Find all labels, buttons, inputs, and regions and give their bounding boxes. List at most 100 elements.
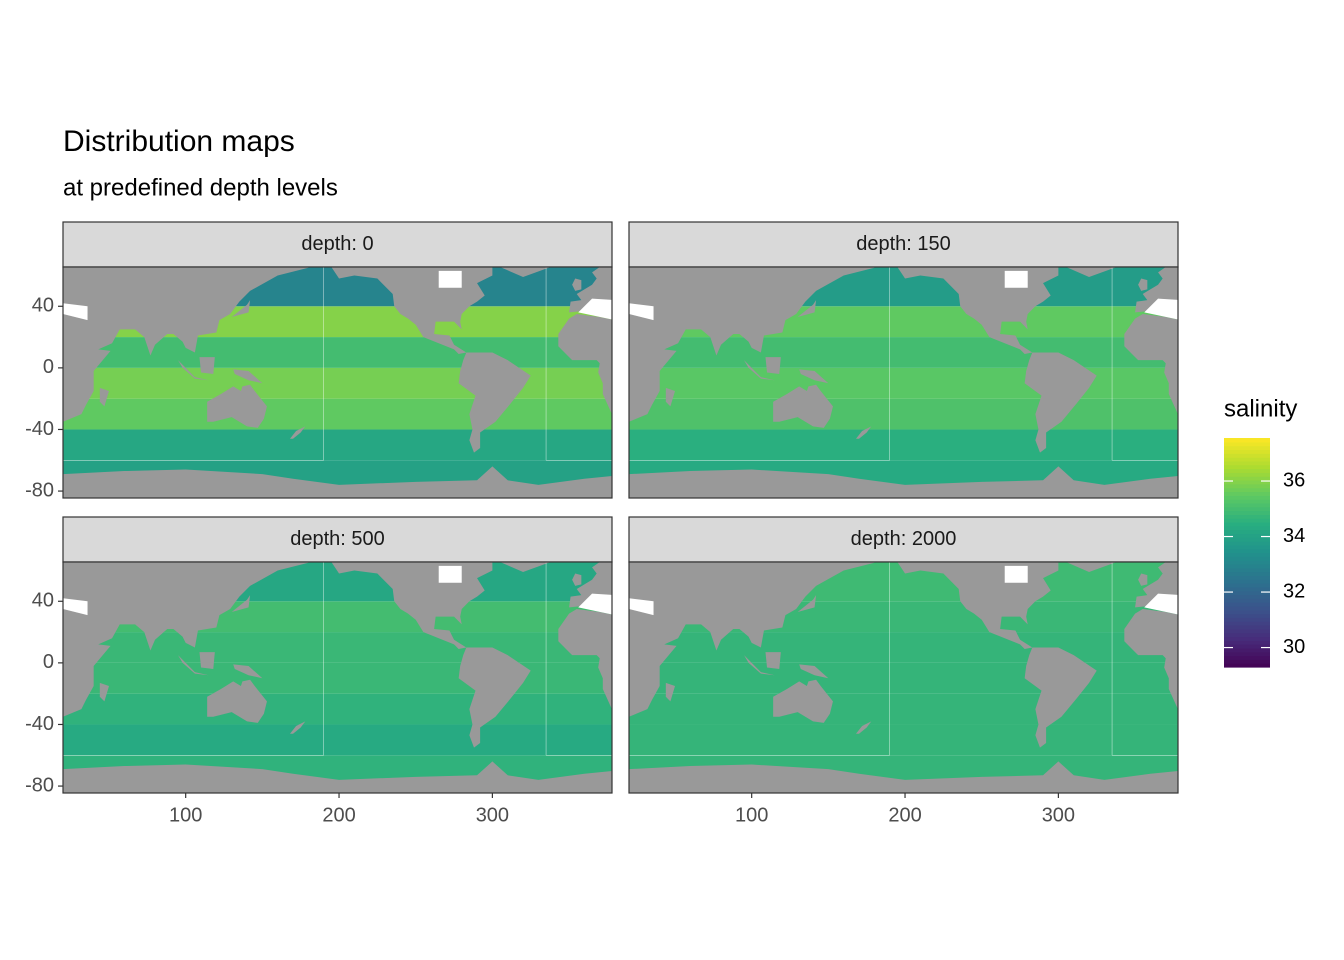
- colorbar-segment: [1224, 586, 1270, 592]
- salinity-band: [63, 632, 612, 663]
- colorbar-segment: [1224, 598, 1270, 603]
- strip: [62, 516, 613, 563]
- colorbar-segment: [1224, 613, 1270, 618]
- strip-label: depth: 500: [290, 528, 385, 550]
- colorbar-segment: [1224, 663, 1270, 668]
- colorbar-segment: [1224, 457, 1270, 462]
- colorbar-segment: [1224, 491, 1270, 496]
- x-tick-label: 200: [322, 804, 355, 826]
- colorbar-segment: [1224, 518, 1270, 523]
- legend-title: salinity: [1224, 395, 1297, 422]
- salinity-band: [629, 693, 1178, 725]
- colorbar-segment: [1224, 438, 1270, 443]
- x-tick-label: 200: [888, 804, 921, 826]
- strip-label: depth: 150: [856, 233, 951, 255]
- colorbar-segment: [1224, 521, 1270, 527]
- colorbar-segment: [1224, 479, 1270, 485]
- y-tick-label: 40: [32, 590, 54, 612]
- colorbar-segment: [1224, 609, 1270, 615]
- colorbar-segment: [1224, 483, 1270, 489]
- colorbar-segment: [1224, 552, 1270, 557]
- salinity-band: [629, 662, 1178, 694]
- legend-tick-label: 32: [1283, 580, 1305, 602]
- colorbar-segment: [1224, 636, 1270, 641]
- salinity-band: [63, 693, 612, 725]
- colorbar-segment: [1224, 548, 1270, 554]
- colorbar-segment: [1224, 453, 1270, 458]
- colorbar-segment: [1224, 655, 1270, 660]
- colorbar-segment: [1224, 529, 1270, 535]
- colorbar-segment: [1224, 659, 1270, 664]
- salinity-band: [629, 367, 1178, 399]
- colorbar-segment: [1224, 464, 1270, 470]
- salinity-band: [629, 429, 1178, 461]
- salinity-band: [63, 724, 612, 756]
- y-tick-label: -40: [25, 418, 54, 440]
- salinity-band: [63, 398, 612, 430]
- colorbar-segment: [1224, 628, 1270, 634]
- x-tick-label: 300: [1042, 804, 1075, 826]
- y-tick-label: 0: [43, 651, 54, 673]
- legend-tick-label: 34: [1283, 525, 1305, 547]
- colorbar-segment: [1224, 563, 1270, 569]
- strip-label: depth: 2000: [851, 528, 957, 550]
- legend-tick-label: 36: [1283, 469, 1305, 491]
- chart-subtitle: at predefined depth levels: [63, 174, 338, 201]
- salinity-band: [63, 429, 612, 461]
- panel-border: [62, 561, 613, 794]
- colorbar-segment: [1224, 445, 1270, 451]
- colorbar-segment: [1224, 625, 1270, 630]
- salinity-band: [629, 632, 1178, 663]
- colorbar-segment: [1224, 506, 1270, 512]
- y-tick-label: -40: [25, 713, 54, 735]
- colorbar-segment: [1224, 460, 1270, 466]
- panel-border: [628, 561, 1179, 794]
- colorbar-segment: [1224, 537, 1270, 542]
- y-tick-label: 0: [43, 356, 54, 378]
- panel-border: [62, 266, 613, 499]
- colorbar-segment: [1224, 468, 1270, 473]
- colorbar-segment: [1224, 590, 1270, 596]
- salinity-band: [63, 662, 612, 694]
- colorbar-segment: [1224, 602, 1270, 607]
- colorbar-segment: [1224, 651, 1270, 657]
- colorbar-segment: [1224, 617, 1270, 622]
- colorbar-segment: [1224, 640, 1270, 645]
- colorbar-segment: [1224, 621, 1270, 626]
- colorbar-segment: [1224, 533, 1270, 538]
- y-tick-label: 40: [32, 295, 54, 317]
- strip: [628, 516, 1179, 563]
- colorbar-segment: [1224, 441, 1270, 447]
- colorbar-segment: [1224, 583, 1270, 588]
- colorbar-segment: [1224, 472, 1270, 477]
- x-tick-label: 100: [735, 804, 768, 826]
- colorbar-segment: [1224, 579, 1270, 584]
- colorbar-segment: [1224, 495, 1270, 500]
- salinity-band: [629, 337, 1178, 368]
- colorbar-segment: [1224, 476, 1270, 481]
- salinity-band: [63, 337, 612, 368]
- colorbar-segment: [1224, 514, 1270, 519]
- colorbar-segment: [1224, 510, 1270, 515]
- colorbar-segment: [1224, 525, 1270, 531]
- legend-tick-label: 30: [1283, 636, 1305, 658]
- salinity-band: [629, 398, 1178, 430]
- colorbar-segment: [1224, 594, 1270, 599]
- y-tick-label: -80: [25, 774, 54, 796]
- colorbar-segment: [1224, 556, 1270, 561]
- panel-border: [628, 266, 1179, 499]
- colorbar-segment: [1224, 499, 1270, 504]
- colorbar-segment: [1224, 644, 1270, 649]
- salinity-band: [63, 367, 612, 399]
- y-tick-label: -80: [25, 479, 54, 501]
- colorbar-segment: [1224, 567, 1270, 573]
- colorbar-segment: [1224, 575, 1270, 580]
- colorbar-segment: [1224, 487, 1270, 493]
- colorbar-segment: [1224, 541, 1270, 546]
- colorbar-segment: [1224, 560, 1270, 565]
- colorbar-segment: [1224, 449, 1270, 454]
- colorbar-segment: [1224, 544, 1270, 550]
- colorbar-segment: [1224, 632, 1270, 638]
- colorbar-segment: [1224, 502, 1270, 508]
